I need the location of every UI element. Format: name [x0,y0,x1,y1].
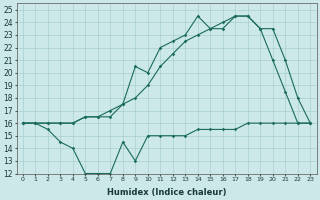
X-axis label: Humidex (Indice chaleur): Humidex (Indice chaleur) [107,188,226,197]
